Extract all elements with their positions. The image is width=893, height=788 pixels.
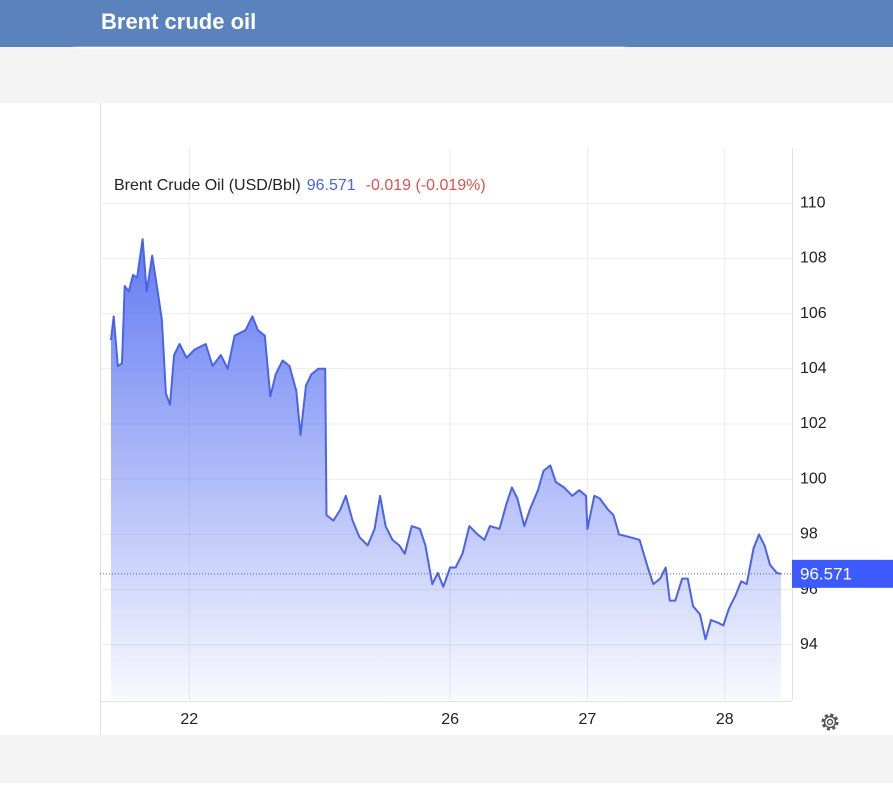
toolbar [0, 47, 893, 103]
y-tick-label: 108 [800, 250, 827, 267]
y-tick-label: 100 [800, 470, 827, 487]
x-tick-label: 22 [180, 711, 198, 728]
y-tick-label: 98 [800, 526, 818, 543]
x-tick-label: 26 [441, 711, 459, 728]
last-price-box [792, 559, 893, 588]
footer [0, 735, 893, 783]
y-tick-label: 102 [800, 415, 827, 432]
legend-name: Brent Crude Oil (USD/Bbl) [114, 177, 301, 194]
y-tick-label: 106 [800, 305, 827, 322]
last-price-label: 96.571 [800, 564, 852, 583]
y-tick-label: 94 [800, 636, 818, 653]
area [110, 239, 782, 700]
header-title: Brent crude oil [101, 9, 256, 34]
legend-value: 96.571 [307, 177, 356, 194]
x-tick-label: 27 [579, 711, 597, 728]
x-tick-label: 28 [716, 711, 734, 728]
legend: Brent Crude Oil (USD/Bbl) 96.571 -0.019 (-… [114, 177, 486, 194]
line [110, 238, 782, 641]
legend-change: -0.019 (-0.019%) [366, 177, 486, 194]
y-tick-label: 110 [800, 194, 826, 211]
settings-icon[interactable] [821, 713, 839, 731]
y-tick-label: 104 [800, 360, 827, 377]
header-bar [0, 0, 893, 47]
